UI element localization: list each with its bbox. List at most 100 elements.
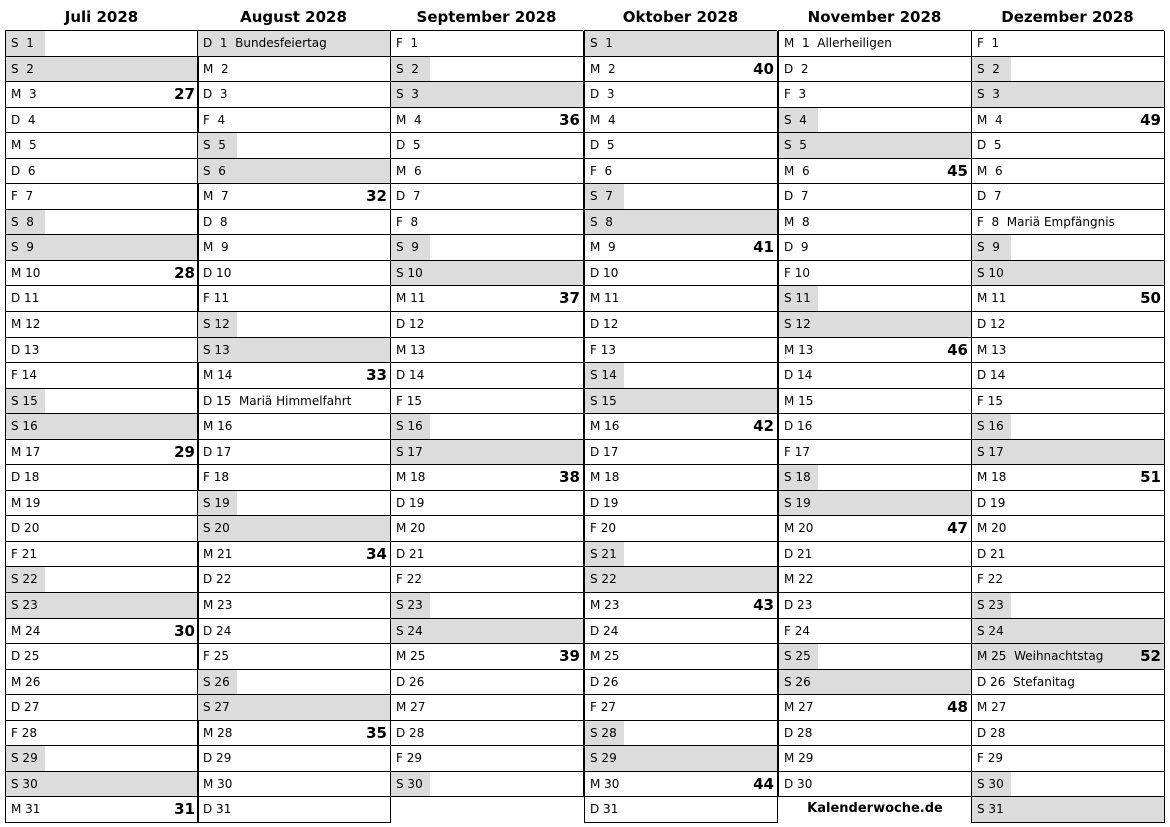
- day-row: S 19: [778, 490, 972, 517]
- day-label: M 3: [11, 87, 37, 102]
- day-row: S 12: [778, 312, 972, 338]
- day-label: M 26: [11, 674, 41, 689]
- saturday-shade: [198, 133, 237, 158]
- day-row: S 18: [778, 465, 972, 491]
- day-row: D 10: [197, 260, 391, 287]
- day-label: S 29: [590, 751, 617, 766]
- day-row: M 13 46: [778, 337, 972, 364]
- day-label: S 16: [977, 419, 1004, 434]
- day-label: F 14: [11, 368, 37, 383]
- day-row: F 14: [5, 363, 199, 389]
- day-row: S 8: [584, 209, 778, 236]
- saturday-shade: [972, 56, 1011, 82]
- day-row: S 5: [197, 133, 391, 159]
- day-row: F 10: [778, 260, 972, 287]
- day-row: D 11: [5, 286, 199, 313]
- day-label: F 4: [203, 112, 226, 127]
- day-row: D 15 Mariä Himmelfahrt: [197, 388, 391, 415]
- day-label: S 15: [590, 393, 617, 408]
- week-number: 48: [947, 698, 968, 717]
- day-label: F 25: [203, 649, 229, 664]
- week-number: 32: [366, 187, 387, 206]
- day-label: M 20: [784, 521, 814, 536]
- day-label: M 8: [784, 214, 810, 229]
- day-label: M 4: [977, 112, 1003, 127]
- day-row: D 14: [971, 363, 1165, 389]
- day-row: M 31 31: [5, 797, 199, 823]
- saturday-shade: [972, 593, 1011, 618]
- day-row: D 17: [197, 439, 391, 466]
- day-row: M 9 41: [584, 235, 778, 261]
- day-label: S 19: [203, 495, 230, 510]
- day-label: S 22: [11, 572, 38, 587]
- day-label: D 14: [977, 368, 1006, 383]
- day-row: M 18: [584, 465, 778, 491]
- day-label: M 5: [11, 138, 37, 153]
- day-label: M 31: [11, 802, 41, 817]
- week-number: 44: [753, 774, 774, 793]
- day-label: F 13: [590, 342, 616, 357]
- day-row: M 8: [778, 209, 972, 236]
- saturday-shade: [6, 567, 45, 593]
- day-row: S 9: [971, 235, 1165, 261]
- day-label: F 1: [977, 36, 1000, 50]
- day-label: S 7: [590, 189, 613, 204]
- day-row: M 10 28: [5, 260, 199, 287]
- week-number: 39: [559, 647, 580, 666]
- day-label: D 14: [396, 368, 425, 383]
- saturday-shade: [585, 720, 624, 746]
- day-row: D 30: [778, 771, 972, 798]
- day-row: M 4: [584, 107, 778, 134]
- day-label: D 28: [977, 725, 1006, 740]
- day-label: D 26: [590, 674, 619, 689]
- day-label: S 2: [977, 61, 1000, 76]
- day-row: D 21: [778, 541, 972, 568]
- week-number: 38: [559, 468, 580, 487]
- day-row: S 30: [971, 771, 1165, 798]
- day-label: S 11: [784, 291, 811, 306]
- day-row: M 2: [197, 56, 391, 83]
- day-row: M 11 50: [971, 286, 1165, 313]
- day-row: S 29: [5, 746, 199, 772]
- day-label: S 23: [396, 598, 423, 613]
- footer-brand: Kalenderwoche.de: [807, 801, 943, 817]
- day-row: M 13: [390, 337, 584, 364]
- day-label: M 6: [977, 163, 1003, 178]
- day-label: F 27: [590, 700, 616, 715]
- day-row: M 20: [390, 516, 584, 542]
- month-column: September 2028 F 1 S 2 S 3 M 4 36 D 5 M 6 D 7 F 8…: [390, 0, 584, 798]
- day-row: M 20 47: [778, 516, 972, 542]
- day-label: S 3: [977, 87, 1000, 102]
- day-row: M 4 36: [390, 107, 584, 134]
- day-row: F 13: [584, 337, 778, 364]
- day-row: S 10: [971, 260, 1165, 287]
- day-row: F 21: [5, 541, 199, 568]
- day-row: S 9: [390, 235, 584, 261]
- day-row: D 24: [197, 618, 391, 645]
- day-row: D 13: [5, 337, 199, 364]
- day-row: M 15: [778, 388, 972, 415]
- day-label: D 12: [396, 317, 425, 332]
- saturday-shade: [6, 388, 45, 414]
- day-label: S 2: [396, 61, 419, 76]
- day-label: D 17: [203, 444, 232, 459]
- day-row: F 11: [197, 286, 391, 313]
- day-row: F 28: [5, 720, 199, 747]
- day-row: F 15: [390, 388, 584, 415]
- day-label: D 7: [977, 189, 1002, 204]
- day-row: M 2 40: [584, 56, 778, 83]
- day-row: D 5: [971, 133, 1165, 159]
- day-row: D 4: [5, 107, 199, 134]
- day-label: M 1 Allerheiligen: [784, 36, 892, 50]
- day-label: D 14: [784, 368, 813, 383]
- day-row: D 31: [197, 797, 391, 823]
- day-label: F 22: [977, 572, 1003, 587]
- day-label: M 2: [590, 61, 616, 76]
- day-label: M 11: [590, 291, 620, 306]
- day-label: S 4: [784, 112, 807, 127]
- day-label: M 9: [590, 240, 616, 255]
- day-label: F 18: [203, 470, 229, 485]
- day-label: M 30: [203, 776, 233, 791]
- week-number: 46: [947, 340, 968, 359]
- week-number: 51: [1140, 468, 1161, 487]
